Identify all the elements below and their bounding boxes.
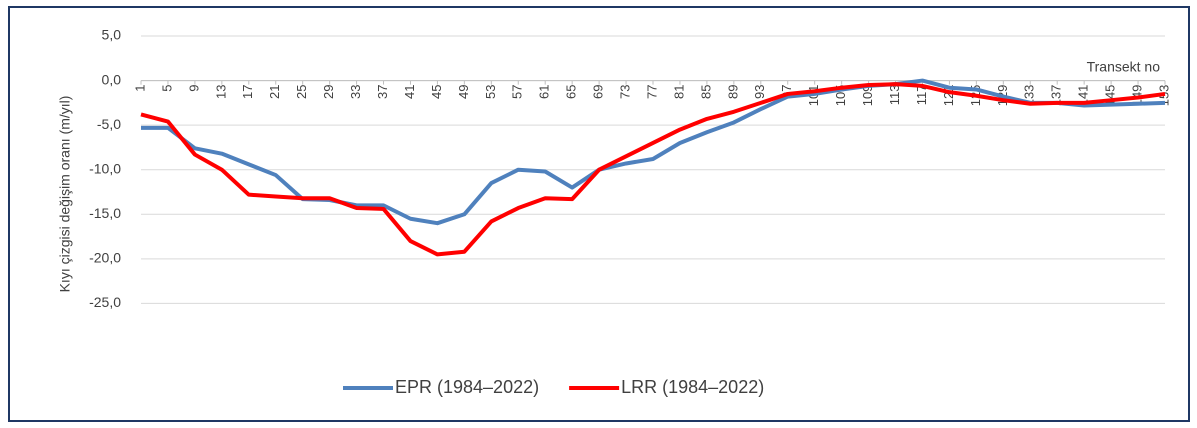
x-tick-label: 45 — [429, 85, 444, 99]
x-tick-label: 1 — [132, 85, 147, 92]
x-tick-label: 93 — [752, 85, 767, 99]
y-tick-label: -20,0 — [89, 250, 121, 266]
x-tick-label: 25 — [294, 85, 309, 99]
y-tick-label: 5,0 — [102, 27, 122, 43]
series-line — [140, 82, 1166, 257]
x-tick-label: 117 — [914, 85, 929, 106]
x-axis-title: Transekt no — [1087, 59, 1161, 75]
x-tick-label: 21 — [267, 85, 282, 99]
x-tick-label: 149 — [1129, 85, 1144, 107]
x-tick-label: 49 — [456, 85, 471, 99]
x-tick-label: 77 — [644, 85, 659, 99]
y-tick-label: -5,0 — [97, 116, 121, 132]
y-tick-label: -25,0 — [89, 294, 121, 310]
x-tick-label: 29 — [321, 85, 336, 99]
x-tick-label: 5 — [159, 85, 174, 92]
y-tick-label: 0,0 — [102, 71, 122, 87]
x-tick-label: 113 — [887, 85, 902, 106]
x-tick-label: 85 — [698, 85, 713, 99]
y-tick-label: -10,0 — [89, 160, 121, 176]
x-tick-label: 73 — [617, 85, 632, 99]
x-tick-label: 61 — [537, 85, 552, 99]
x-tick-label: 9 — [186, 85, 201, 92]
x-tick-label: 37 — [375, 85, 390, 99]
x-tick-label: 57 — [510, 85, 525, 99]
legend-label: EPR (1984–2022) — [395, 377, 539, 397]
y-axis-title: Kıyı çizgisi değişim oranı (m/yıl) — [57, 96, 73, 293]
x-tick-label: 53 — [483, 85, 498, 99]
x-tick-label: 89 — [725, 85, 740, 99]
y-tick-label: -15,0 — [89, 205, 121, 221]
x-tick-label: 137 — [1049, 85, 1064, 107]
x-tick-label: 13 — [213, 85, 228, 99]
x-tick-label: 81 — [671, 85, 686, 99]
x-tick-label: 33 — [348, 85, 363, 99]
x-tick-label: 65 — [564, 85, 579, 99]
x-tick-label: 109 — [860, 85, 875, 107]
legend-label: LRR (1984–2022) — [621, 377, 764, 397]
x-tick-label: 69 — [591, 85, 606, 99]
x-tick-label: 17 — [240, 85, 255, 99]
x-tick-label: 41 — [402, 85, 417, 99]
